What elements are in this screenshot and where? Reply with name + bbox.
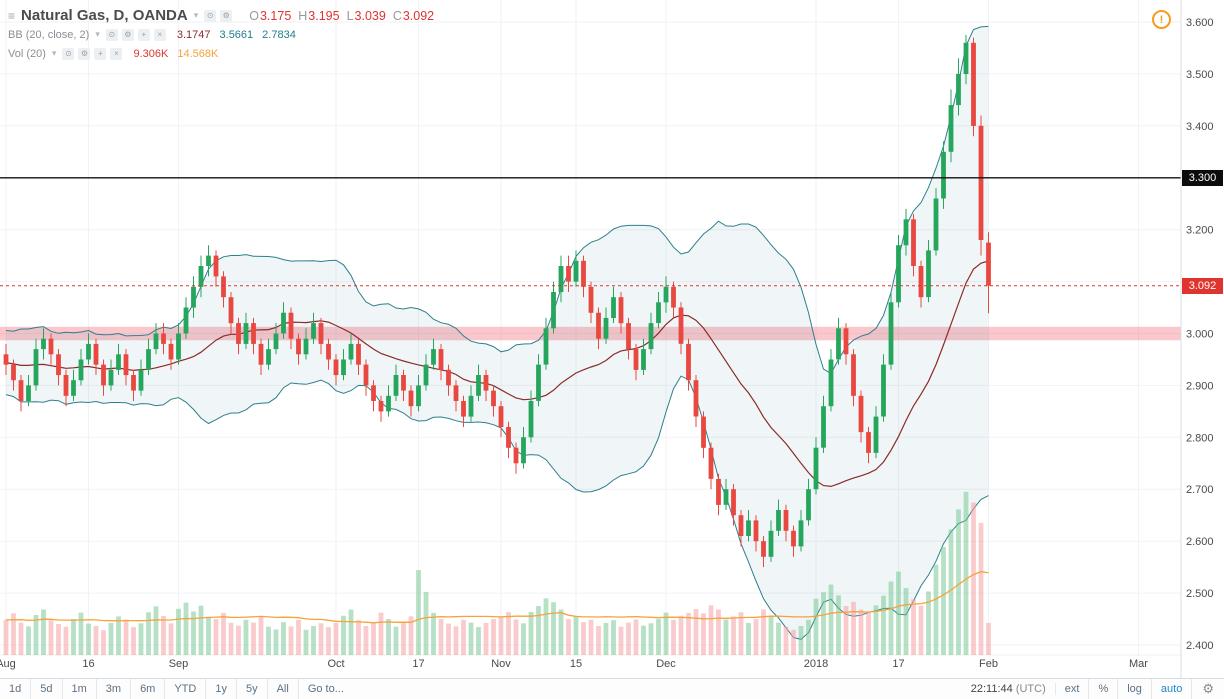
bb-values: 3.1747 3.5661 2.7834 bbox=[177, 29, 296, 41]
toggle-auto[interactable]: auto bbox=[1152, 679, 1193, 699]
svg-text:3.500: 3.500 bbox=[1186, 69, 1214, 81]
ohlc-readout: O 3.175 H 3.195 L 3.039 C 3.092 bbox=[242, 9, 434, 23]
bb-basis-value: 3.1747 bbox=[176, 28, 211, 41]
volume-ma-value: 14.568K bbox=[177, 47, 219, 60]
svg-text:2.900: 2.900 bbox=[1186, 380, 1214, 392]
bottom-toolbar: 1d 5d 1m 3m 6m YTD 1y 5y All Go to... 22… bbox=[0, 678, 1224, 699]
chart-legend: ≡ Natural Gas, D, OANDA ▾ ⊙ ⚙ O 3.175 H 3.… bbox=[8, 6, 434, 63]
close-value: 3.092 bbox=[402, 8, 435, 23]
go-to-date-button[interactable]: Go to... bbox=[307, 683, 344, 695]
chevron-down-icon[interactable]: ▾ bbox=[95, 29, 100, 39]
symbol-title[interactable]: Natural Gas, D, OANDA bbox=[21, 7, 188, 24]
svg-text:3.200: 3.200 bbox=[1186, 225, 1214, 237]
svg-text:2.700: 2.700 bbox=[1186, 484, 1214, 496]
range-5y[interactable]: 5y bbox=[237, 679, 268, 699]
eye-icon[interactable]: ⊙ bbox=[204, 9, 217, 22]
gear-icon[interactable]: ⚙ bbox=[1202, 681, 1214, 696]
close-icon[interactable]: × bbox=[153, 28, 166, 41]
close-icon[interactable]: × bbox=[110, 47, 123, 60]
svg-text:2.600: 2.600 bbox=[1186, 536, 1214, 548]
toggle-ext[interactable]: ext bbox=[1056, 679, 1090, 699]
range-1m[interactable]: 1m bbox=[63, 679, 97, 699]
volume-current-value: 9.306K bbox=[133, 47, 169, 60]
volume-indicator-row: Vol (20) ▾ ⊙ ⚙ + × 9.306K 14.568K bbox=[8, 44, 434, 63]
svg-text:Oct: Oct bbox=[327, 658, 344, 670]
open-label: O bbox=[249, 8, 259, 23]
svg-text:16: 16 bbox=[82, 658, 94, 670]
svg-text:2018: 2018 bbox=[804, 658, 828, 670]
svg-text:3.000: 3.000 bbox=[1186, 329, 1214, 341]
range-1d[interactable]: 1d bbox=[0, 679, 32, 699]
chevron-down-icon[interactable]: ▾ bbox=[193, 10, 199, 20]
range-ytd[interactable]: YTD bbox=[165, 679, 207, 699]
chart-menu-icon[interactable]: ≡ bbox=[8, 8, 16, 23]
volume-indicator-label[interactable]: Vol (20) bbox=[8, 47, 46, 60]
range-3m[interactable]: 3m bbox=[97, 679, 132, 699]
eye-icon[interactable]: ⊙ bbox=[105, 28, 118, 41]
svg-text:Nov: Nov bbox=[491, 658, 511, 670]
range-buttons: 1d 5d 1m 3m 6m YTD 1y 5y All Go to... bbox=[0, 679, 353, 699]
svg-text:Mar: Mar bbox=[1129, 658, 1148, 670]
horizontal-line-price-badge: 3.300 bbox=[1182, 170, 1223, 186]
svg-text:Feb: Feb bbox=[979, 658, 998, 670]
eye-icon[interactable]: ⊙ bbox=[62, 47, 75, 60]
volume-values: 9.306K 14.568K bbox=[133, 48, 218, 60]
last-price-badge: 3.092 bbox=[1182, 278, 1223, 294]
range-1y[interactable]: 1y bbox=[206, 679, 237, 699]
high-value: 3.195 bbox=[308, 8, 340, 23]
low-label: L bbox=[346, 8, 354, 23]
gear-icon[interactable]: ⚙ bbox=[121, 28, 134, 41]
svg-text:Aug: Aug bbox=[0, 658, 16, 670]
close-label: C bbox=[392, 8, 402, 23]
gear-icon[interactable]: ⚙ bbox=[78, 47, 91, 60]
bb-indicator-row: BB (20, close, 2) ▾ ⊙ ⚙ + × 3.1747 3.566… bbox=[8, 25, 434, 44]
svg-text:3.600: 3.600 bbox=[1186, 17, 1214, 29]
warning-icon[interactable]: ! bbox=[1152, 10, 1171, 29]
svg-text:2.800: 2.800 bbox=[1186, 432, 1214, 444]
scale-controls: 22:11:44 (UTC) ext % log auto ⚙ bbox=[962, 679, 1224, 699]
clock-time: 22:11:44 bbox=[970, 683, 1013, 695]
svg-text:15: 15 bbox=[570, 658, 582, 670]
chevron-down-icon[interactable]: ▾ bbox=[51, 48, 57, 58]
open-value: 3.175 bbox=[259, 8, 292, 23]
svg-text:Sep: Sep bbox=[169, 658, 189, 670]
svg-text:17: 17 bbox=[892, 658, 904, 670]
range-all[interactable]: All bbox=[268, 679, 299, 699]
svg-text:2.500: 2.500 bbox=[1186, 588, 1214, 600]
plus-icon[interactable]: + bbox=[137, 28, 150, 41]
low-value: 3.039 bbox=[354, 8, 386, 23]
range-6m[interactable]: 6m bbox=[131, 679, 166, 699]
symbol-legend-row: ≡ Natural Gas, D, OANDA ▾ ⊙ ⚙ O 3.175 H 3.… bbox=[8, 6, 434, 25]
svg-text:17: 17 bbox=[412, 658, 424, 670]
bb-indicator-label[interactable]: BB (20, close, 2) bbox=[8, 28, 90, 41]
svg-text:2.400: 2.400 bbox=[1186, 640, 1214, 652]
plus-icon[interactable]: + bbox=[94, 47, 107, 60]
clock-timezone: (UTC) bbox=[1015, 683, 1046, 695]
svg-text:3.400: 3.400 bbox=[1186, 121, 1214, 133]
price-chart-canvas[interactable]: Aug 16 Sep Oct 17 Nov 15 Dec 2018 17 Feb Mar 3.600 3.… bbox=[0, 0, 1224, 678]
toggle-percent[interactable]: % bbox=[1089, 679, 1119, 699]
svg-text:Dec: Dec bbox=[656, 658, 676, 670]
bb-upper-value: 3.5661 bbox=[219, 28, 254, 41]
clock[interactable]: 22:11:44 (UTC) bbox=[962, 683, 1056, 695]
range-5d[interactable]: 5d bbox=[31, 679, 63, 699]
toggle-log[interactable]: log bbox=[1118, 679, 1152, 699]
gear-icon[interactable]: ⚙ bbox=[220, 9, 233, 22]
high-label: H bbox=[298, 8, 308, 23]
bb-lower-value: 2.7834 bbox=[262, 28, 296, 41]
